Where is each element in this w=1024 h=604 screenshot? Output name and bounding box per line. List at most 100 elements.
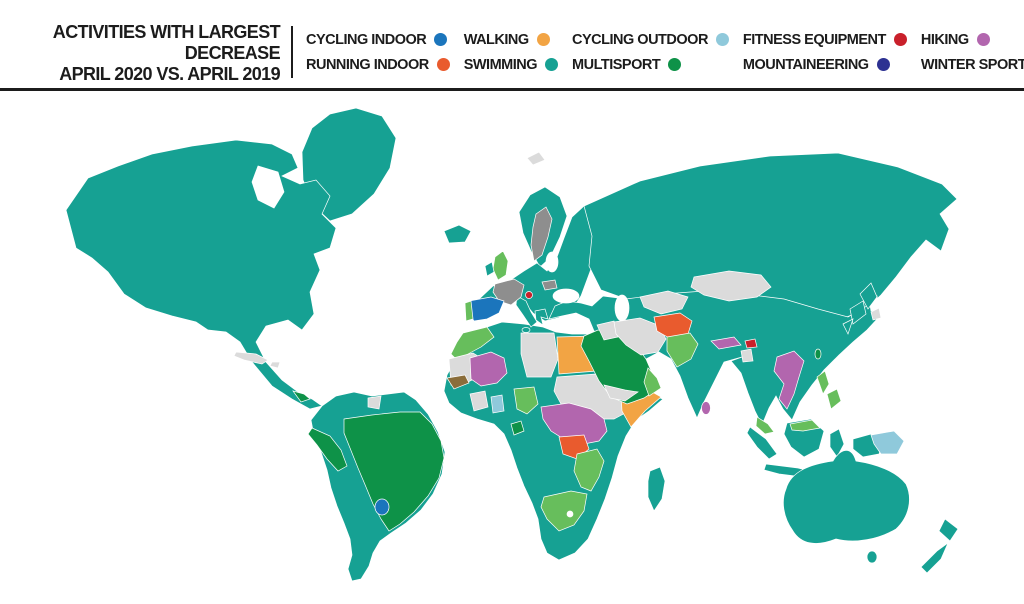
legend-item-swimming: SWIMMING — [463, 56, 559, 73]
baltic-sea — [545, 251, 559, 273]
region-south-africa — [540, 490, 588, 532]
page-title: ACTIVITIES WITH LARGEST DECREASE APRIL 2… — [8, 22, 281, 85]
region-lesotho — [566, 510, 574, 518]
legend-label: SWIMMING — [463, 56, 538, 73]
region-brazil — [343, 411, 445, 532]
legend-label: HIKING — [920, 31, 969, 48]
region-tasmania — [866, 550, 878, 564]
region-sicily — [521, 327, 531, 333]
region-australia — [783, 450, 910, 544]
region-ivory-coast — [469, 390, 489, 412]
legend-item-multisport: MULTISPORT — [572, 57, 729, 73]
region-laos-vietnam — [773, 350, 805, 410]
region-mongolia — [690, 270, 772, 302]
legend-item-cycling-indoor: CYCLING INDOOR — [306, 32, 450, 48]
region-libya — [520, 332, 559, 378]
region-bhutan — [744, 338, 758, 349]
title-line-1: ACTIVITIES WITH LARGEST DECREASE — [52, 22, 281, 63]
cycling-outdoor-dot-icon — [715, 33, 729, 46]
region-nz-south — [920, 541, 949, 574]
region-france — [492, 278, 525, 306]
region-greece — [534, 308, 549, 326]
region-south-korea — [870, 307, 882, 321]
region-north-america — [65, 139, 337, 410]
region-iran — [613, 317, 667, 356]
region-sweden — [530, 206, 553, 262]
walking-dot-icon — [536, 33, 550, 46]
region-iceland — [443, 224, 472, 244]
region-papua-new-guinea — [870, 430, 905, 455]
region-ghana — [490, 394, 505, 414]
region-philippines — [826, 388, 842, 410]
multisport-dot-icon — [668, 58, 682, 71]
region-costa-rica — [292, 390, 311, 403]
region-ireland — [484, 261, 495, 277]
region-italy — [515, 295, 538, 328]
region-malaysia-peninsula — [755, 416, 775, 435]
caspian-sea — [614, 294, 630, 322]
region-svalbard — [526, 151, 546, 166]
region-japan — [842, 318, 854, 335]
legend-item-cycling-outdoor: CYCLING OUTDOOR — [572, 32, 729, 48]
header-rule — [0, 88, 1024, 91]
region-portugal — [464, 300, 474, 322]
region-mali — [469, 351, 508, 387]
region-oman — [643, 367, 662, 397]
hiking-dot-icon — [976, 33, 990, 46]
hudson-bay — [251, 165, 285, 209]
legend-item-winter-sports: WINTER SPORTS — [921, 57, 1024, 73]
mountaineering-dot-icon — [876, 58, 890, 71]
region-japan — [859, 282, 878, 310]
region-sri-lanka — [701, 401, 711, 415]
swimming-dot-icon — [545, 58, 559, 71]
region-hispaniola — [269, 361, 281, 369]
region-nz-north — [938, 518, 959, 542]
region-japan — [849, 300, 867, 325]
region-philippines — [816, 370, 830, 395]
region-cuba — [233, 351, 269, 365]
region-drc-tanzania — [540, 402, 608, 445]
region-bangladesh — [740, 348, 754, 363]
fitness-equipment-dot-icon — [893, 33, 907, 46]
legend-label: CYCLING OUTDOOR — [572, 31, 708, 48]
legend-label: WALKING — [463, 31, 529, 48]
region-peru — [307, 427, 348, 472]
region-russia-siberia — [583, 152, 958, 320]
region-iraq — [596, 320, 619, 341]
legend-item-mountaineering: MOUNTAINEERING — [743, 57, 907, 73]
region-nigeria — [513, 386, 539, 415]
region-madagascar — [647, 466, 666, 512]
region-senegal — [446, 374, 470, 390]
region-yemen — [603, 384, 639, 402]
region-mozambique-zimbabwe — [573, 448, 605, 492]
legend-label: MULTISPORT — [572, 56, 661, 73]
legend: CYCLING INDOOR WALKING CYCLING OUTDOOR F… — [306, 27, 1024, 77]
cycling-indoor-dot-icon — [434, 33, 448, 46]
region-switzerland — [525, 291, 533, 299]
legend-item-running-indoor: RUNNING INDOOR — [306, 57, 450, 73]
region-nepal — [710, 336, 742, 350]
legend-item-walking: WALKING — [464, 32, 558, 48]
region-malaysia-borneo — [789, 419, 821, 432]
title-line-2: APRIL 2020 VS. APRIL 2019 — [59, 64, 280, 84]
legend-label: RUNNING INDOOR — [306, 56, 429, 73]
title-divider — [291, 26, 293, 78]
legend-label: FITNESS EQUIPMENT — [742, 31, 886, 48]
region-uk — [492, 250, 509, 281]
header: ACTIVITIES WITH LARGEST DECREASE APRIL 2… — [0, 0, 1024, 95]
region-gabon — [510, 420, 525, 436]
region-pakistan — [666, 332, 699, 368]
legend-label: MOUNTAINEERING — [742, 56, 869, 73]
running-indoor-dot-icon — [436, 58, 450, 71]
region-uruguay — [374, 498, 390, 516]
legend-label: CYCLING INDOOR — [306, 31, 427, 48]
region-czechia — [541, 279, 558, 291]
black-sea — [552, 288, 580, 304]
region-suriname — [367, 395, 382, 410]
legend-label: WINTER SPORTS — [920, 56, 1024, 73]
region-taiwan — [814, 348, 822, 360]
region-sumatra — [746, 426, 778, 460]
region-sulawesi — [829, 428, 845, 458]
